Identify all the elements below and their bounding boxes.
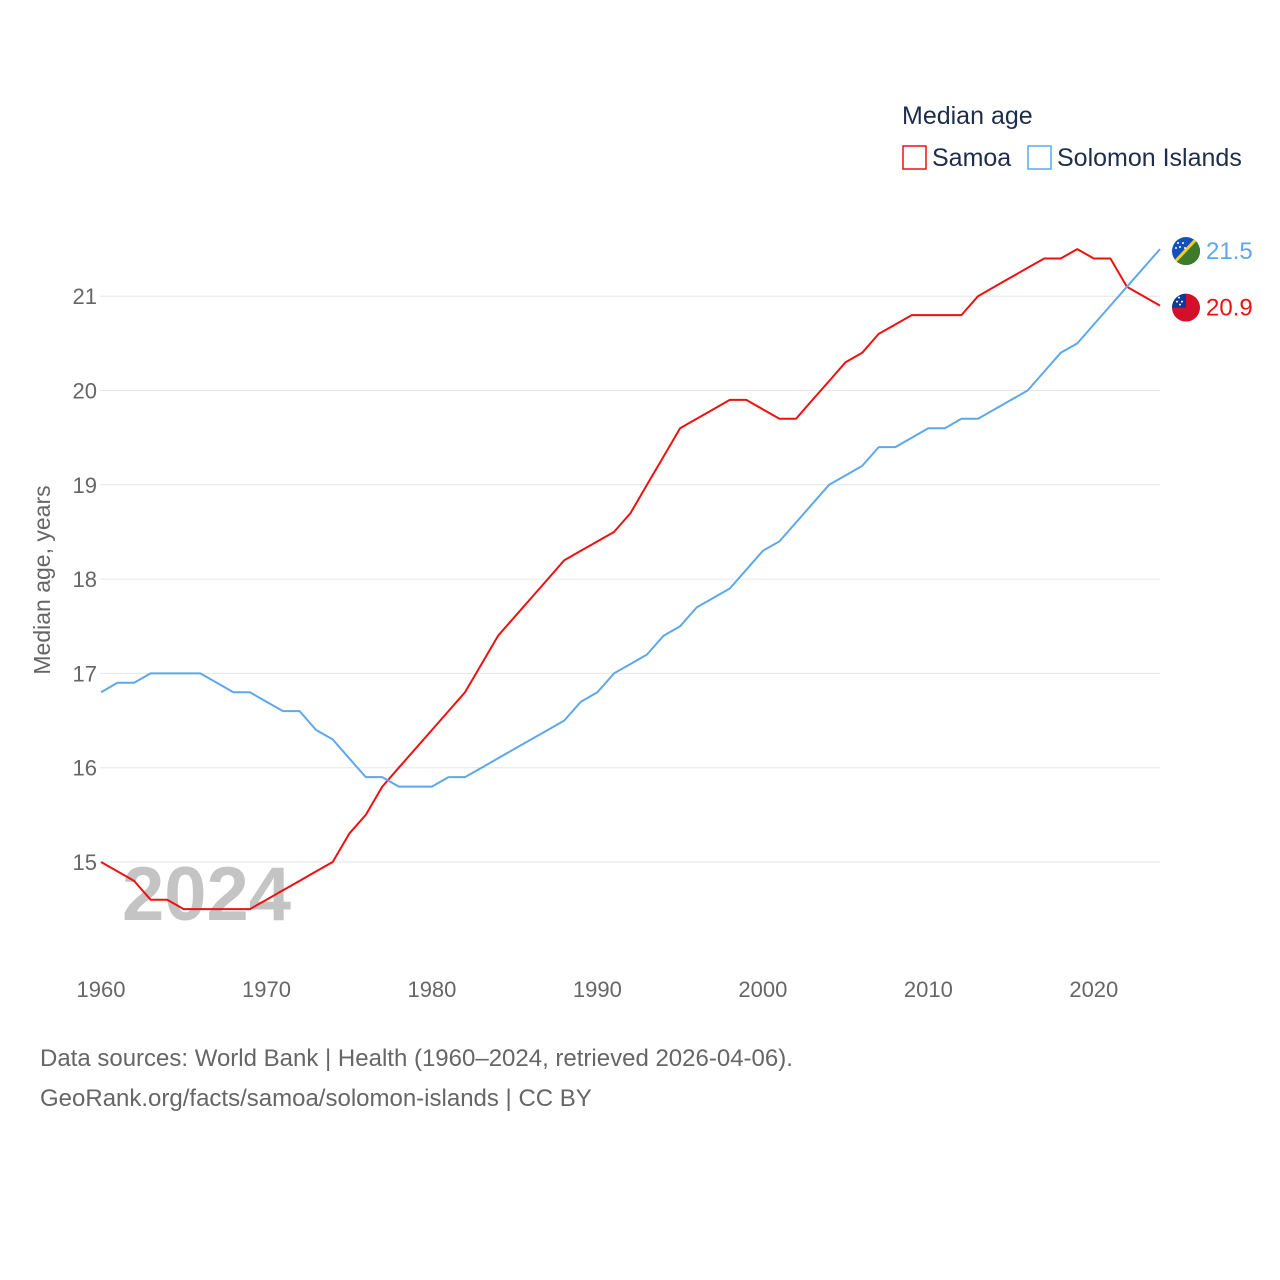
y-tick-label: 20: [73, 379, 97, 404]
y-tick-label: 21: [73, 284, 97, 309]
samoa-flag-icon: [1172, 293, 1200, 322]
flag-star: [1179, 246, 1181, 249]
x-tick-label: 1970: [242, 977, 291, 1002]
y-axis-label: Median age, years: [29, 485, 55, 674]
legend-item-solomon-islands[interactable]: Solomon Islands: [1027, 144, 1242, 172]
flag-star: [1177, 242, 1179, 245]
flag-body: [1172, 237, 1200, 266]
footer-sources: Data sources: World Bank | Health (1960–…: [40, 1045, 793, 1072]
x-tick-label: 2010: [904, 977, 953, 1002]
series-line-samoa: [100, 248, 1161, 911]
y-tick-label: 16: [73, 756, 97, 781]
flag-star: [1182, 242, 1184, 245]
end-value-label: 20.9: [1206, 295, 1253, 322]
legend-label-solomon-islands: Solomon Islands: [1057, 144, 1242, 172]
x-tick-label: 2000: [738, 977, 787, 1002]
watermark-year: 2024: [122, 852, 291, 937]
flag-star: [1175, 247, 1177, 250]
y-tick-label: 15: [73, 850, 97, 875]
flag-body: [1172, 293, 1200, 322]
flag-star: [1181, 300, 1183, 303]
legend-label-samoa: Samoa: [932, 144, 1011, 172]
legend: Median age Samoa Solomon Islands: [902, 102, 1242, 172]
x-tick-label: 1980: [407, 977, 456, 1002]
y-tick-label: 18: [73, 567, 97, 592]
series-line-solomon-islands: [100, 248, 1161, 788]
end-value-label: 21.5: [1206, 238, 1253, 265]
y-tick-label: 19: [73, 473, 97, 498]
flag-star: [1184, 247, 1186, 250]
flag-star: [1179, 303, 1181, 306]
flag-star: [1178, 296, 1180, 299]
x-tick-label: 2020: [1069, 977, 1118, 1002]
x-tick-label: 1960: [77, 977, 126, 1002]
solomon-islands-flag-icon: [1172, 237, 1200, 266]
x-tick-label: 1990: [573, 977, 622, 1002]
flag-blue-canton: [1172, 293, 1186, 308]
y-tick-label: 17: [73, 661, 97, 686]
legend-title: Median age: [902, 102, 1033, 130]
footer-attribution[interactable]: GeoRank.org/facts/samoa/solomon-islands …: [40, 1085, 592, 1112]
flag-star: [1176, 300, 1178, 303]
legend-item-samoa[interactable]: Samoa: [902, 144, 1011, 172]
